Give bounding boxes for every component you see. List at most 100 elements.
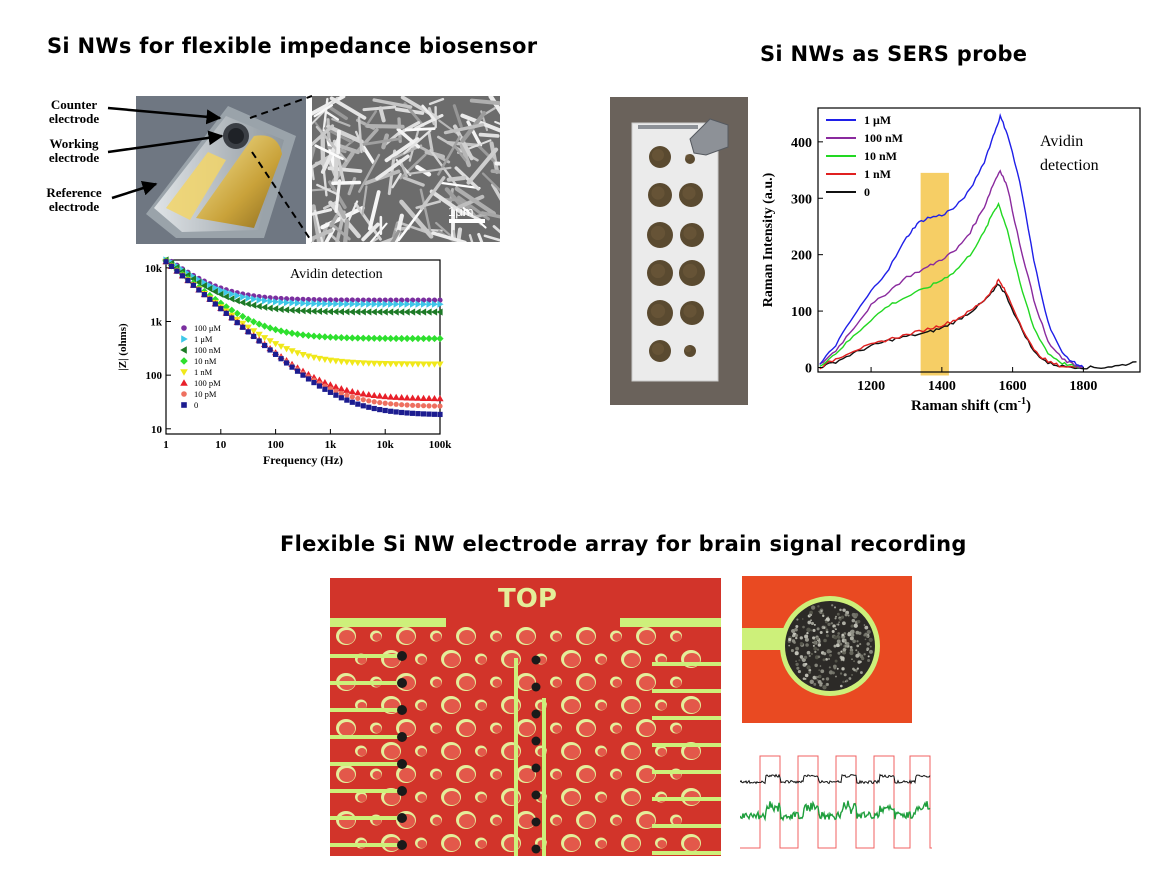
data-point — [321, 307, 328, 316]
lead-trace — [330, 789, 398, 793]
pad-inner — [624, 745, 640, 759]
data-point — [277, 327, 285, 335]
pad-inner — [672, 817, 682, 825]
lead-trace — [330, 708, 398, 712]
data-point — [234, 292, 241, 300]
data-point — [382, 407, 388, 414]
electrode-heading: Flexible Si NW electrode array for brain… — [280, 532, 967, 556]
data-point — [299, 351, 307, 359]
data-point — [355, 300, 362, 308]
pad-inner — [624, 653, 640, 667]
data-point — [343, 359, 351, 366]
pad-inner — [444, 653, 460, 667]
spot-shade — [650, 263, 666, 279]
data-point — [420, 403, 427, 409]
y-tick-label: 200 — [791, 249, 812, 264]
pad-inner — [432, 817, 442, 825]
via-hole — [397, 813, 407, 823]
data-point — [337, 385, 345, 392]
y-tick-label: 100 — [791, 305, 812, 320]
avidin-annotation: Avidin — [1040, 133, 1083, 150]
data-point — [344, 397, 350, 403]
data-point — [410, 300, 417, 308]
data-point — [425, 334, 433, 343]
data-point — [251, 295, 258, 303]
data-point — [200, 282, 207, 290]
data-point — [305, 376, 312, 382]
pad-inner — [597, 702, 607, 710]
legend-label: 10 nM — [864, 149, 897, 163]
raman-chart: 1200 1400 1600 1800 0 100 200 300 400 Raman shift… — [752, 104, 1154, 422]
pad-inner — [579, 814, 595, 828]
data-point — [222, 303, 230, 311]
data-point — [387, 334, 395, 343]
data-point — [316, 300, 324, 308]
pad-inner — [432, 725, 442, 733]
data-point — [294, 299, 302, 307]
data-point — [409, 334, 417, 343]
data-point — [262, 297, 269, 305]
data-point — [333, 388, 339, 394]
pad-inner — [597, 748, 607, 756]
data-point — [321, 379, 329, 386]
data-point — [315, 355, 324, 363]
pad-inner — [492, 771, 502, 779]
working-arrow — [107, 130, 224, 154]
data-point — [376, 334, 384, 342]
data-point — [430, 394, 439, 402]
lead-trace — [652, 770, 721, 774]
data-point — [266, 304, 273, 312]
data-point — [267, 347, 273, 353]
data-point — [272, 326, 280, 334]
pad-inner — [657, 702, 667, 710]
x-tick-label: 100 — [267, 439, 284, 451]
data-point — [388, 300, 395, 308]
pad-inner — [372, 771, 382, 779]
highlight-band — [920, 172, 949, 376]
data-point — [376, 392, 384, 399]
data-point — [266, 338, 274, 345]
data-point — [168, 263, 175, 270]
center-trace — [542, 698, 546, 856]
data-point — [377, 406, 383, 413]
data-point — [266, 324, 274, 332]
pad-inner — [624, 699, 640, 713]
data-point — [392, 361, 400, 368]
data-point — [360, 403, 366, 409]
y-axis-label: Raman Intensity (a.u.) — [761, 172, 776, 307]
data-point — [288, 306, 295, 314]
trace-bar — [330, 618, 446, 627]
data-point — [222, 293, 229, 301]
spot-shade — [650, 225, 666, 241]
data-point — [251, 333, 257, 340]
data-point — [228, 295, 235, 303]
lead-trace — [652, 716, 721, 720]
y-tick-label: 10 — [151, 424, 163, 436]
data-point — [377, 300, 384, 308]
data-point — [387, 308, 394, 316]
reference-electrode-label: Reference electrode — [46, 185, 102, 214]
data-point — [382, 400, 388, 406]
pad-inner — [672, 679, 682, 687]
data-point — [370, 360, 378, 367]
data-point — [392, 334, 400, 343]
series-line — [819, 112, 1084, 368]
data-point — [343, 386, 351, 393]
data-point — [343, 334, 351, 342]
data-point — [366, 398, 372, 404]
pad-inner — [372, 633, 382, 641]
data-point — [392, 308, 399, 316]
data-point — [305, 299, 313, 308]
data-point — [332, 308, 339, 316]
spot-shade — [683, 304, 697, 318]
pad-inner — [477, 702, 487, 710]
pad-inner — [672, 633, 682, 641]
zoom-line-bottom — [251, 151, 313, 243]
data-point — [333, 300, 340, 308]
counter-electrode-label: Counter electrode — [48, 97, 100, 126]
data-point — [233, 297, 240, 305]
chart-title: Avidin detection — [290, 267, 383, 282]
data-point — [282, 328, 291, 336]
data-point — [272, 305, 279, 313]
data-point — [419, 394, 428, 401]
